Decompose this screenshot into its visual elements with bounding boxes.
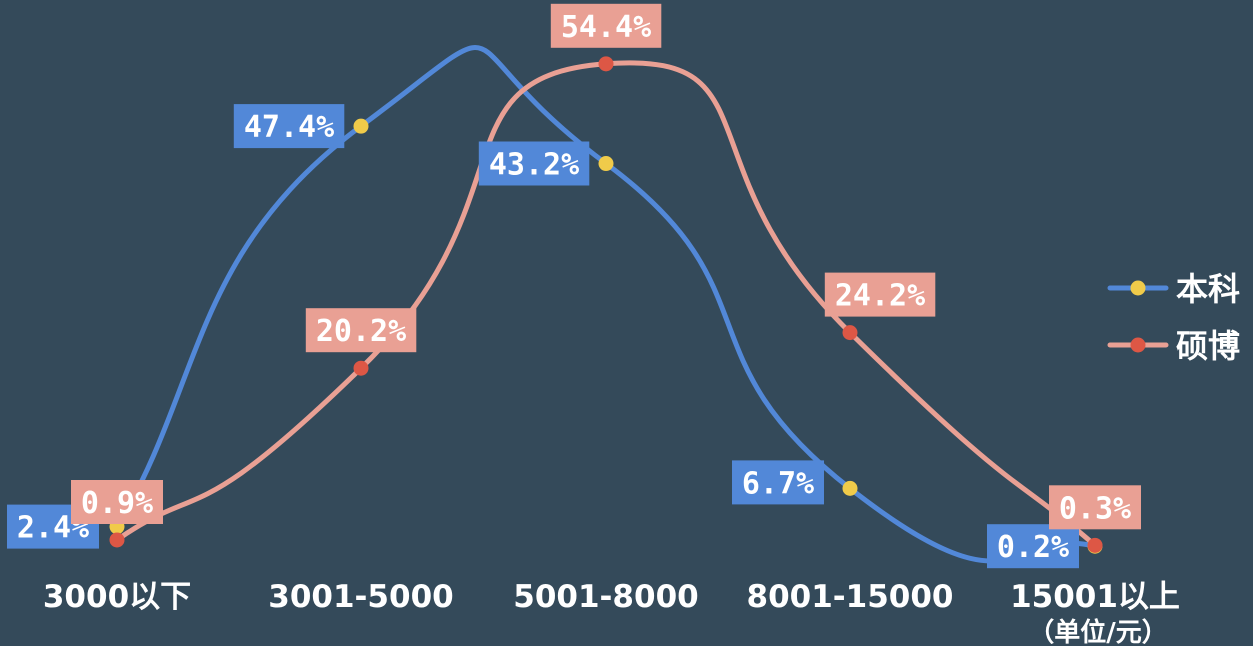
data-point-benke-1 [353,118,369,134]
data-label-text: 0.9% [81,486,153,521]
data-label-bg [1049,485,1141,530]
data-point-shuobo-1 [353,360,369,376]
data-point-benke-3 [842,480,858,496]
data-label-bg [478,141,590,186]
data-point-benke-2 [598,156,614,172]
data-point-shuobo-2 [598,56,614,72]
data-label-text: 47.4% [244,110,334,145]
data-label-text: 24.2% [835,279,925,314]
data-label-text: 0.3% [1059,491,1131,526]
data-label-bg [305,308,417,353]
data-label-shuobo-4: 0.3% [1049,485,1141,530]
data-label-text: 43.2% [489,148,579,183]
legend-swatch-marker [1130,280,1146,296]
data-label-benke-0: 2.4% [7,504,99,549]
data-label-text: 54.4% [561,10,651,45]
data-point-shuobo-3 [842,325,858,341]
data-label-benke-1: 47.4% [233,104,345,149]
series-markers [109,56,1103,554]
data-label-text: 0.2% [997,530,1069,565]
data-label-bg [550,3,662,48]
legend-item-shuobo: 硕博 [1107,327,1240,365]
data-label-bg [71,480,163,524]
x-tick-label-1: 3001-5000 [268,579,453,615]
data-label-bg [824,272,936,317]
data-label-shuobo-1: 20.2% [305,308,417,353]
data-label-benke-2: 43.2% [478,141,590,186]
data-label-bg [987,524,1079,569]
legend-swatch-marker [1130,337,1146,353]
data-label-shuobo-2: 54.4% [550,3,662,48]
x-tick-label-2: 5001-8000 [513,579,698,615]
x-tick-label-0: 3000以下 [43,579,191,615]
x-axis: 3000以下 3001-5000 5001-8000 8001-15000 15001以… [43,579,1180,615]
x-tick-label-4: 15001以上 [1010,579,1180,615]
unit-note: （单位/元） [1028,617,1168,646]
data-label-shuobo-0: 0.9% [71,480,163,524]
legend-item-benke: 本科 [1107,270,1240,308]
data-label-shuobo-3: 24.2% [824,272,936,317]
data-label-bg [233,104,345,149]
data-point-shuobo-0 [109,532,125,548]
data-label-benke-4: 0.2% [987,524,1079,569]
data-label-text: 6.7% [742,466,814,501]
data-point-shuobo-4 [1087,537,1103,553]
data-label-bg [732,460,824,505]
data-label-benke-3: 6.7% [732,460,824,505]
data-labels: 2.4% 47.4% 43.2% 6.7% 0.2% 0.9% 20.2% 54.4% 24.2… [7,3,1141,569]
data-label-text: 20.2% [316,314,406,349]
x-tick-label-3: 8001-15000 [747,579,954,615]
legend-label: 本科 [1176,270,1240,308]
legend-label: 硕博 [1176,327,1240,365]
